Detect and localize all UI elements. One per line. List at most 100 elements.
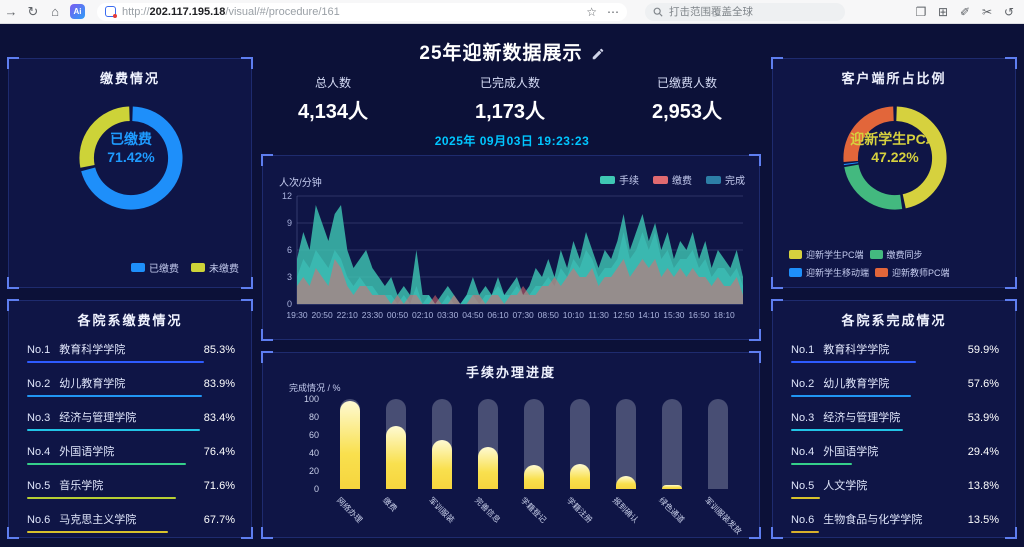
bookmark-star-icon[interactable]: ☆ [586,4,597,19]
x-tick-label: 23:30 [362,310,384,320]
dept-row: No.2 幼儿教育学院 83.9% [27,375,235,397]
legend-item[interactable]: 迎新学生PC端 [789,248,864,261]
dept-row: No.1 教育科学学院 85.3% [27,341,235,363]
bar-track [662,399,682,489]
bar-category-label: 网络办理 [334,495,364,525]
panel-payment-status: 缴费情况 已缴费 71.42% 已缴费 未缴费 [7,57,253,289]
home-icon[interactable]: ⌂ [51,3,59,19]
donut-segment [79,106,131,168]
legend-swatch [653,175,668,184]
panel-title: 手续办理进度 [465,365,556,380]
x-tick-label: 08:50 [538,310,560,320]
dept-name: 外国语学院 [823,446,879,458]
legend-label: 未缴费 [209,264,239,275]
address-bar[interactable]: http://202.117.195.18/visual/#/procedure… [97,2,627,21]
legend-item[interactable]: 完成 [706,172,745,187]
reload-icon[interactable]: ↻ [27,3,39,19]
favorites-pen-icon[interactable]: ✐ [959,4,971,19]
dept-row: No.2 幼儿教育学院 57.6% [791,375,999,397]
dept-row: No.3 经济与管理学院 83.4% [27,409,235,431]
undo-icon[interactable]: ↺ [1003,4,1015,19]
toolbar-icons: ❐ ⊞ ✐ ✂ ↺ [910,0,1020,24]
forward-icon[interactable]: → [4,3,18,19]
url-more-icon[interactable]: ⋯ [607,4,619,19]
summary-stats: 总人数 4,134人 已完成人数 1,173人 已缴费人数 2,953人 [258,74,762,124]
bar-category-label: 军训服装发放 [702,495,744,537]
dept-value-line [27,361,205,363]
stat-item: 已完成人数 1,173人 [435,74,585,124]
donut-svg [79,106,183,210]
payment-donut-chart [9,83,253,233]
dept-name: 生物食品与化学学院 [823,514,923,526]
legend-swatch [131,263,145,272]
dept-percent: 13.8% [967,480,999,492]
extension-icon[interactable]: Ai [70,4,85,19]
dept-rank: No.3 [27,412,51,424]
donut-segment [81,106,183,210]
area-series-缴费 [297,259,743,304]
dept-value-line [27,395,202,397]
dept-rank: No.4 [791,446,815,458]
stat-label: 已完成人数 [479,76,540,90]
dept-name: 马克思主义学院 [59,514,137,526]
legend-label: 迎新教师PC端 [892,268,950,278]
bar-category-label: 缴费 [380,495,399,514]
legend-item[interactable]: 已缴费 [131,260,179,275]
panel-flow-chart: 人次/分钟 手续 缴费 完成 0 3 6 9 12 19:30 20:50 22:10 23:30 0… [261,154,761,341]
sidebar-icon[interactable]: ❐ [915,4,927,19]
dept-value-line [791,361,916,363]
browser-search-box[interactable]: 打击范围覆盖全球 [645,2,845,21]
edit-icon[interactable] [591,47,605,61]
dept-rank: No.4 [27,446,51,458]
legend-swatch [191,263,205,272]
dept-name: 教育科学学院 [823,344,890,356]
dept-percent: 13.5% [967,514,999,526]
dept-row-text: No.6 马克思主义学院 67.7% [27,511,235,527]
legend-label: 缴费 [672,176,692,187]
dept-name: 幼儿教育学院 [59,378,126,390]
dept-value-line [27,531,168,533]
bar-track [708,399,728,489]
dept-row-text: No.5 人文学院 13.8% [791,477,999,493]
dept-name: 幼儿教育学院 [823,378,890,390]
legend-item[interactable]: 迎新学生移动端 [789,266,869,279]
dept-percent: 59.9% [967,344,999,356]
dept-name: 经济与管理学院 [59,412,137,424]
bar-track [616,399,636,489]
y-tick-label: 12 [282,191,292,201]
scissors-icon[interactable]: ✂ [981,4,993,19]
area-y-axis-label: 人次/分钟 [279,178,322,189]
y-tick-label: 6 [287,245,292,255]
dept-value-line [791,497,820,499]
search-hotword: 打击范围覆盖全球 [669,6,753,18]
dept-percent: 57.6% [967,378,999,390]
legend-item[interactable]: 缴费同步 [869,248,923,261]
dept-value-line [791,463,853,465]
dept-value-line [27,463,186,465]
y-tick-label: 0 [287,299,292,309]
bar-fill [432,440,452,489]
donut-svg [843,106,947,210]
client-donut-chart [773,83,1017,233]
legend-item[interactable]: 迎新教师PC端 [875,266,950,279]
dept-percent: 85.3% [203,344,235,356]
bar-y-tick-label: 60 [308,430,319,440]
site-info-icon[interactable] [105,6,117,18]
legend-label: 缴费同步 [886,250,923,260]
stat-value: 2,953人 [651,101,723,123]
dept-row-text: No.5 音乐学院 71.6% [27,477,235,493]
stat-value: 4,134人 [297,101,369,123]
bar-fill [340,400,360,489]
panel-title: 各院系完成情况 [841,313,947,328]
page-title-text: 25年迎新数据展示 [419,43,583,64]
bar-category-label: 报到确认 [610,495,640,525]
browser-chrome: → ↻ ⌂ Ai http://202.117.195.18/visual/#/… [0,0,1024,24]
legend-item[interactable]: 未缴费 [191,260,239,275]
legend-item[interactable]: 缴费 [653,172,692,187]
legend-label: 迎新学生PC端 [806,250,864,260]
donut-segment [895,106,947,209]
bar-fill [478,446,498,489]
legend-item[interactable]: 手续 [600,172,639,187]
stat-label: 已缴费人数 [656,76,717,90]
apps-grid-icon[interactable]: ⊞ [937,4,949,19]
